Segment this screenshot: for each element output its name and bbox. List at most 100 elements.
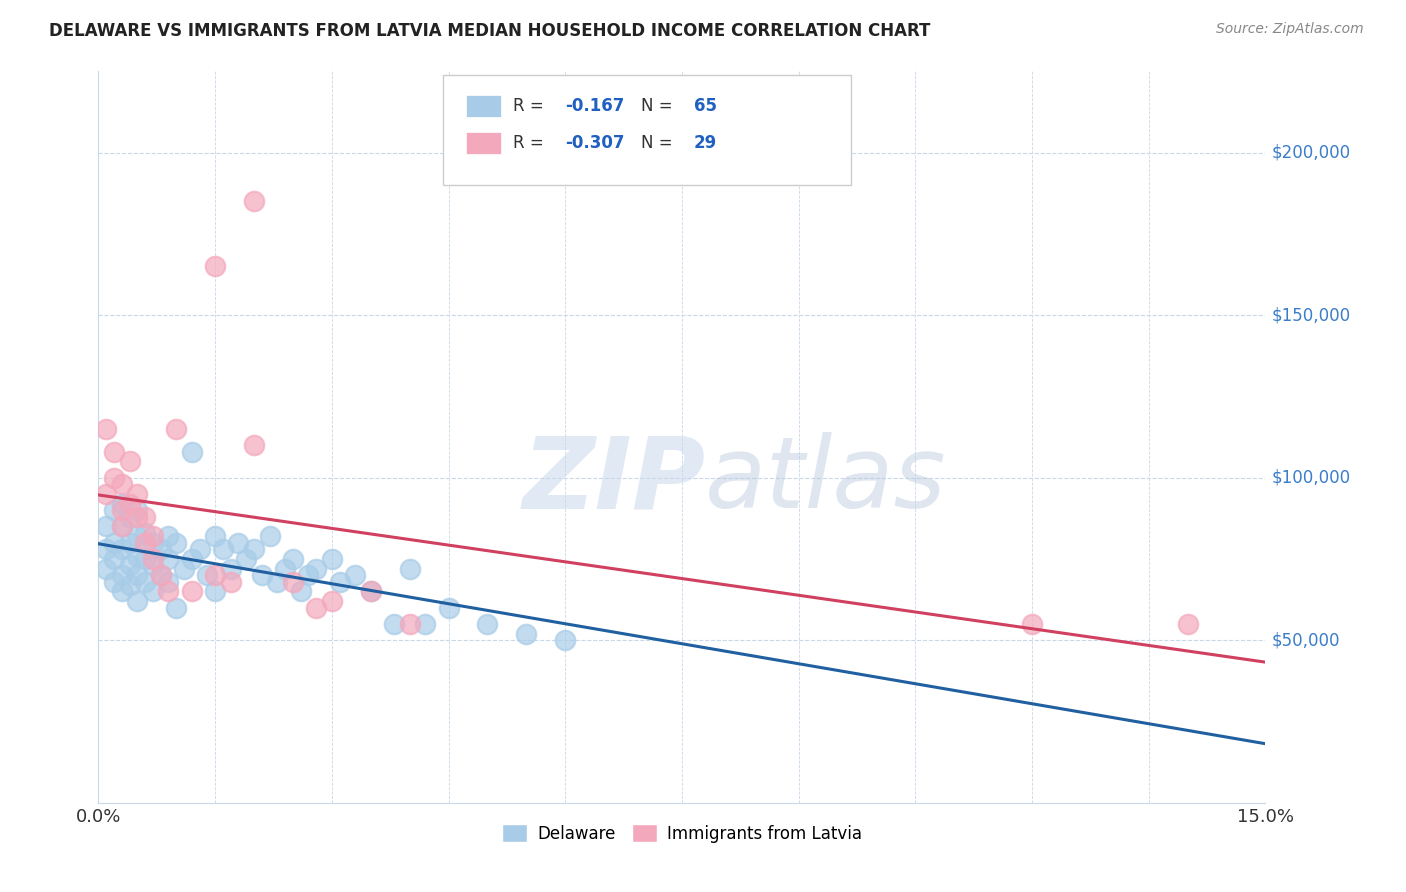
Point [118, 578, 141, 592]
Point [103, 471, 125, 485]
Point [321, 552, 343, 566]
Point [321, 594, 343, 608]
Point [111, 477, 134, 491]
Point [127, 487, 149, 501]
Point [157, 529, 180, 543]
Point [243, 542, 266, 557]
Text: $150,000: $150,000 [1271, 306, 1350, 324]
Text: N =: N = [641, 134, 678, 152]
Point [212, 542, 235, 557]
Point [111, 542, 134, 557]
Text: $100,000: $100,000 [1271, 468, 1350, 487]
Point [111, 503, 134, 517]
Text: $200,000: $200,000 [1271, 144, 1350, 161]
Point [305, 600, 328, 615]
Point [149, 542, 172, 557]
Point [165, 422, 187, 436]
Point [180, 552, 202, 566]
Point [118, 558, 141, 573]
Point [134, 552, 156, 566]
Point [103, 574, 125, 589]
Point [96, 519, 118, 533]
Point [250, 568, 273, 582]
Point [142, 558, 165, 573]
Point [165, 600, 187, 615]
Point [204, 529, 226, 543]
Text: ZIP: ZIP [522, 433, 706, 530]
Point [111, 519, 134, 533]
Point [127, 503, 149, 517]
Point [127, 549, 149, 563]
Point [96, 542, 118, 557]
Point [413, 617, 436, 632]
Point [1021, 617, 1043, 632]
Point [142, 535, 165, 549]
Point [142, 529, 165, 543]
Point [96, 562, 118, 576]
Point [173, 562, 195, 576]
Text: 29: 29 [693, 134, 717, 152]
Point [204, 260, 226, 274]
Point [111, 519, 134, 533]
Point [204, 584, 226, 599]
Point [103, 444, 125, 458]
Point [134, 574, 156, 589]
Point [398, 617, 420, 632]
Point [281, 574, 304, 589]
Text: atlas: atlas [706, 433, 946, 530]
FancyBboxPatch shape [465, 132, 501, 154]
Point [149, 568, 172, 582]
Point [235, 552, 257, 566]
Point [297, 568, 319, 582]
Point [243, 438, 266, 452]
Point [142, 552, 165, 566]
Point [477, 617, 499, 632]
Point [228, 535, 250, 549]
Point [515, 626, 537, 640]
Point [118, 497, 141, 511]
Point [219, 574, 242, 589]
Point [157, 584, 180, 599]
Point [305, 562, 328, 576]
Point [180, 584, 202, 599]
Point [195, 568, 218, 582]
Point [243, 194, 266, 209]
Text: N =: N = [641, 97, 678, 115]
Point [118, 509, 141, 524]
Text: R =: R = [513, 97, 548, 115]
Point [165, 535, 187, 549]
Point [127, 509, 149, 524]
Point [382, 617, 405, 632]
FancyBboxPatch shape [465, 95, 501, 118]
Text: Source: ZipAtlas.com: Source: ZipAtlas.com [1216, 22, 1364, 37]
Text: -0.167: -0.167 [565, 97, 624, 115]
Point [437, 600, 460, 615]
Point [344, 568, 367, 582]
Point [204, 568, 226, 582]
Point [157, 574, 180, 589]
Text: DELAWARE VS IMMIGRANTS FROM LATVIA MEDIAN HOUSEHOLD INCOME CORRELATION CHART: DELAWARE VS IMMIGRANTS FROM LATVIA MEDIA… [49, 22, 931, 40]
Point [274, 562, 297, 576]
Text: -0.307: -0.307 [565, 134, 624, 152]
FancyBboxPatch shape [443, 75, 851, 185]
Point [103, 552, 125, 566]
Point [118, 535, 141, 549]
Point [103, 535, 125, 549]
Point [127, 594, 149, 608]
Point [188, 542, 211, 557]
Point [111, 584, 134, 599]
Legend: Delaware, Immigrants from Latvia: Delaware, Immigrants from Latvia [495, 818, 869, 849]
Point [111, 568, 134, 582]
Point [398, 562, 420, 576]
Text: 65: 65 [693, 97, 717, 115]
Point [259, 529, 281, 543]
Point [103, 503, 125, 517]
Point [142, 584, 165, 599]
Point [134, 509, 156, 524]
Point [281, 552, 304, 566]
Text: R =: R = [513, 134, 548, 152]
Point [290, 584, 312, 599]
Point [329, 574, 352, 589]
Point [111, 497, 134, 511]
Point [96, 422, 118, 436]
